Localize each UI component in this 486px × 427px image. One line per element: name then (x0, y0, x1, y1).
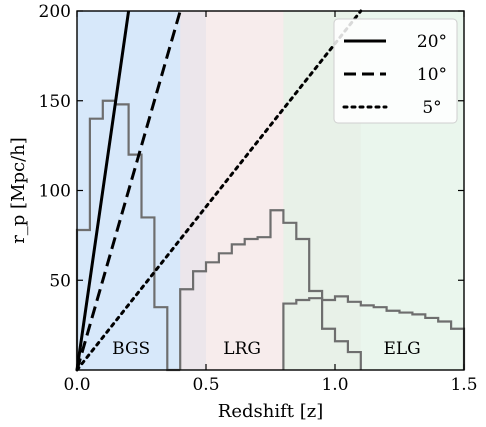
y-tick-label: 50 (49, 271, 71, 291)
histogram-lrg (179, 209, 362, 370)
x-axis-label: Redshift [z] (218, 401, 323, 422)
region-label-lrg: LRG (223, 339, 261, 359)
legend-label: 5° (422, 98, 441, 118)
x-tick-label: 0.5 (192, 375, 219, 395)
y-tick-label: 150 (39, 92, 71, 112)
x-tick-label: 1.0 (321, 375, 348, 395)
y-tick-label: 100 (39, 182, 71, 202)
legend-label: 20° (417, 32, 447, 52)
series-line-0 (75, 10, 131, 371)
y-axis-label: r_p [Mpc/h] (8, 137, 29, 244)
region-label-bgs: BGS (112, 339, 150, 359)
legend-box (333, 18, 458, 124)
histogram-elg (282, 295, 466, 370)
y-tick-label: 200 (39, 2, 71, 22)
axis-ticks: 0.0 0.5 1.0 1.5 50 100 150 200 (39, 2, 478, 395)
histogram-bgs (75, 99, 181, 372)
survey-regions (77, 11, 464, 370)
region-labels: BGS LRG ELG (112, 339, 421, 359)
region-label-elg: ELG (383, 339, 420, 359)
legend-label: 10° (417, 65, 447, 85)
x-tick-label: 0.0 (63, 375, 90, 395)
histograms (75, 99, 466, 372)
series-line-2 (75, 9, 363, 372)
legend: 20° 10° 5° (333, 18, 458, 124)
series-line-1 (75, 10, 182, 371)
angle-lines (75, 9, 363, 372)
x-tick-label: 1.5 (450, 375, 477, 395)
